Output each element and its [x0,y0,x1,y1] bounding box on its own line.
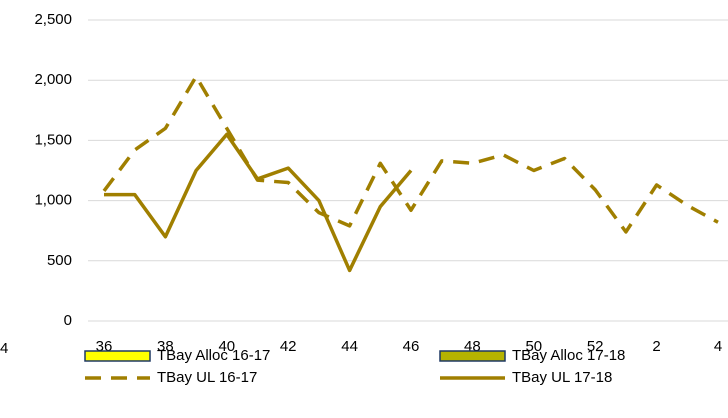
x-tick-label: 38 [157,338,174,355]
x-tick-label: 44 [341,338,358,355]
legend-label: TBay UL 17-18 [512,369,612,386]
legend-label: TBay UL 16-17 [157,369,257,386]
x-tick-label: 2 [652,338,660,355]
y-tick-label: 1,000 [34,192,72,209]
series-line [102,74,719,234]
legend-label: TBay Alloc 16-17 [157,347,270,364]
y-tick-label: 1,500 [34,131,72,148]
legend-label: TBay Alloc 17-18 [512,347,625,364]
x-tick-label: 40 [218,338,235,355]
x-tick-label: 46 [403,338,420,355]
x-tick-label: 52 [587,338,604,355]
series-line [104,132,413,273]
x-tick-label: 50 [525,338,542,355]
legend-swatch [84,350,151,362]
y-tick-label: 2,500 [34,11,72,28]
y-tick-label: 500 [47,252,72,269]
y-tick-label: 0 [64,312,72,329]
x-tick-label: 42 [280,338,297,355]
y-tick-label: 2,000 [34,71,72,88]
legend-swatch [439,350,506,362]
cropped-label: 4 [0,340,8,357]
x-tick-label: 4 [714,338,722,355]
